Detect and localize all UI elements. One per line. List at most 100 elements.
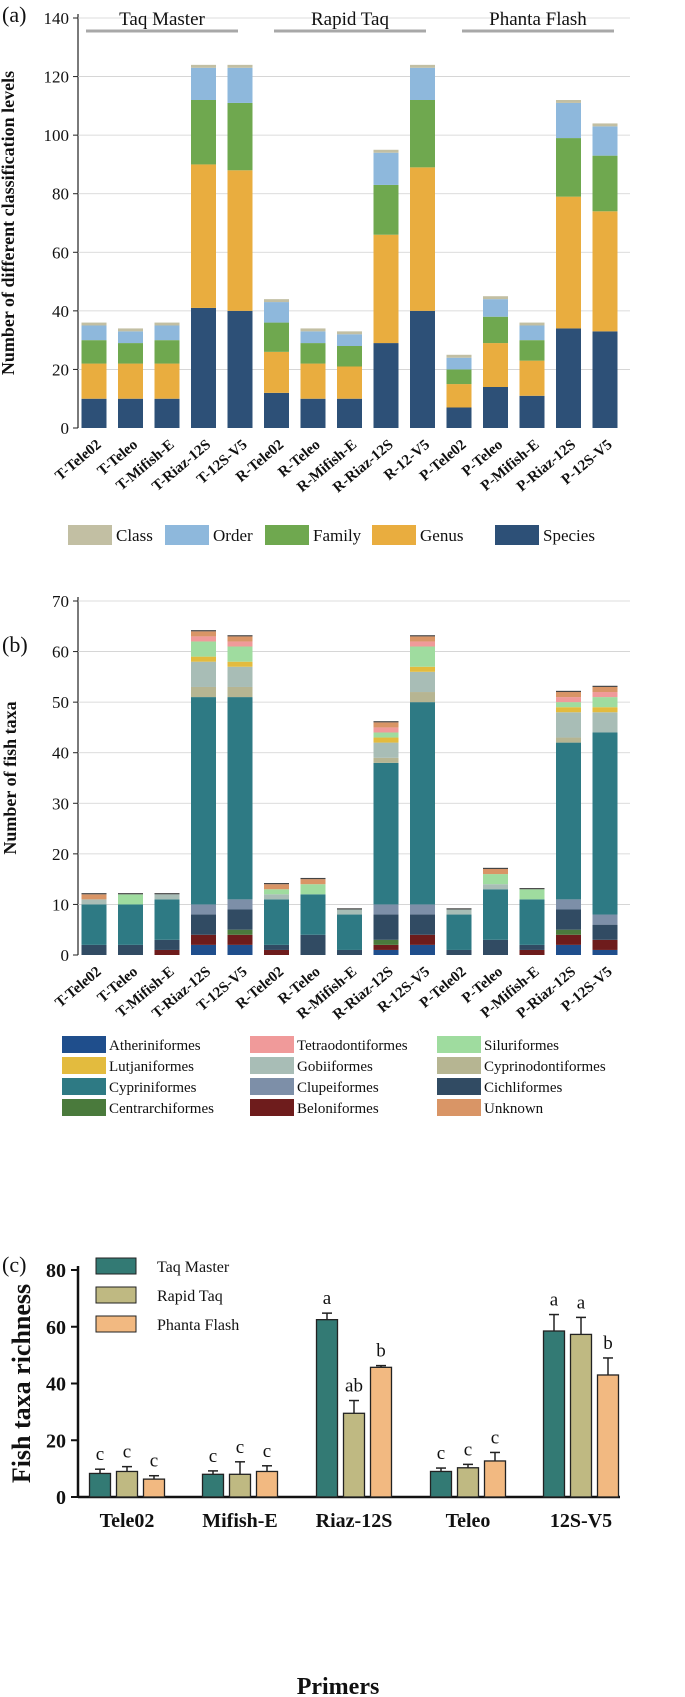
bar-beloniformes xyxy=(264,949,289,955)
bar-order xyxy=(81,325,107,341)
bar-class xyxy=(337,331,362,335)
bar-genus xyxy=(154,363,180,399)
bar-family xyxy=(483,316,508,344)
bar-cap xyxy=(519,888,545,890)
bar-atheriniformes xyxy=(191,944,216,955)
significance-letter: c xyxy=(263,1441,271,1462)
y-tick-label: 60 xyxy=(52,643,69,662)
bar-class xyxy=(264,299,289,303)
bar-lutjaniformes xyxy=(556,707,581,713)
legend-label-taq-master: Taq Master xyxy=(157,1259,230,1276)
bar-class xyxy=(556,100,581,103)
bar-centrarchiformes xyxy=(373,939,399,945)
bar-gobiiformes xyxy=(483,884,508,890)
bar-cichliformes xyxy=(264,944,289,950)
legend-label-centrarchiformes: Centrarchiformes xyxy=(109,1101,214,1117)
bar-genus xyxy=(410,167,435,311)
bar-tetraodontiformes xyxy=(373,727,399,733)
group-label: Taq Master xyxy=(119,9,205,30)
y-tick-label: 60 xyxy=(46,1317,66,1339)
bar-siluriformes xyxy=(556,702,581,708)
bar-class xyxy=(118,328,143,332)
bar-genus xyxy=(300,363,326,399)
bar-species xyxy=(227,310,253,428)
bar-cap xyxy=(227,635,253,637)
bar-taq-master xyxy=(429,1470,453,1498)
bar-beloniformes xyxy=(154,949,180,955)
bar-unknown xyxy=(191,631,216,637)
bar-atheriniformes xyxy=(592,949,618,955)
bar-order xyxy=(556,102,581,139)
bar-gobiiformes xyxy=(337,909,362,915)
panel-c: 0 20 40 60 80 Fish taxa richness Primers Tele02… xyxy=(7,1257,620,1697)
bar-gobiiformes xyxy=(410,671,435,693)
legend-swatch-clupeiformes xyxy=(250,1078,294,1095)
bar-lutjaniformes xyxy=(410,666,435,672)
legend-label-rapid-taq: Rapid Taq xyxy=(157,1288,223,1305)
legend-label-beloniformes: Beloniformes xyxy=(297,1101,379,1117)
bar-siluriformes xyxy=(410,646,435,667)
bar-family xyxy=(191,100,216,165)
legend-label-genus: Genus xyxy=(420,526,463,545)
bar-cap xyxy=(264,883,289,885)
panel-c-label: (c) xyxy=(2,1252,26,1277)
bar-siluriformes xyxy=(373,732,399,738)
significance-letter: c xyxy=(464,1439,472,1460)
bar-family xyxy=(446,369,472,385)
y-tick-label: 40 xyxy=(46,1374,66,1396)
bar-species xyxy=(373,343,399,428)
legend-swatch-beloniformes xyxy=(250,1099,294,1116)
x-tick-label: T-Tele02 xyxy=(52,964,104,1011)
bar-tetraodontiformes xyxy=(227,641,253,647)
bar-family xyxy=(118,343,143,364)
bar-unknown xyxy=(300,879,326,885)
bar-species xyxy=(483,387,508,428)
bar-family xyxy=(556,138,581,197)
y-tick-label: 20 xyxy=(52,360,69,379)
bar-cap xyxy=(81,893,107,895)
bar-cap xyxy=(446,908,472,910)
bar-species xyxy=(519,395,545,428)
bar-cap xyxy=(337,908,362,910)
bar-phanta-flash xyxy=(596,1374,620,1498)
group-label: Phanta Flash xyxy=(489,9,587,30)
bar-genus xyxy=(592,211,618,332)
y-tick-label: 10 xyxy=(52,895,69,914)
bar-gobiiformes xyxy=(373,742,399,758)
bar-genus xyxy=(519,360,545,396)
y-tick-label: 70 xyxy=(52,592,69,611)
bar-order xyxy=(154,325,180,341)
bar-cypriniformes xyxy=(300,894,326,935)
y-tick-label: 80 xyxy=(52,185,69,204)
y-tick-label: 20 xyxy=(52,845,69,864)
bar-species xyxy=(264,392,289,428)
bar-cichliformes xyxy=(556,909,581,930)
bar-atheriniformes xyxy=(556,944,581,955)
legend-swatch-species xyxy=(495,525,539,545)
bar-family xyxy=(227,102,253,171)
y-tick-label: 60 xyxy=(52,243,69,262)
y-tick-label: 30 xyxy=(52,794,69,813)
bar-cyprinodontiformes xyxy=(191,686,216,698)
bar-cap xyxy=(483,867,508,870)
bar-class xyxy=(373,149,399,153)
bar-siluriformes xyxy=(592,697,618,708)
bar-species xyxy=(410,310,435,428)
bar-family xyxy=(592,155,618,212)
bar-class xyxy=(592,123,618,127)
bar-family xyxy=(154,340,180,364)
bar-rapid-taq xyxy=(342,1412,366,1498)
legend-swatch-rapid-taq xyxy=(95,1286,137,1304)
bar-cap xyxy=(154,893,180,895)
legend-swatch-genus xyxy=(372,525,416,545)
y-tick-label: 50 xyxy=(52,693,69,712)
bar-centrarchiformes xyxy=(227,929,253,935)
bar-clupeiformes xyxy=(227,899,253,910)
bar-cypriniformes xyxy=(483,889,508,940)
bar-class xyxy=(81,322,107,326)
bar-cichliformes xyxy=(191,914,216,935)
legend-swatch-family xyxy=(265,525,309,545)
bar-phanta-flash xyxy=(255,1470,279,1498)
bar-gobiiformes xyxy=(81,899,107,905)
significance-letter: c xyxy=(150,1451,158,1472)
